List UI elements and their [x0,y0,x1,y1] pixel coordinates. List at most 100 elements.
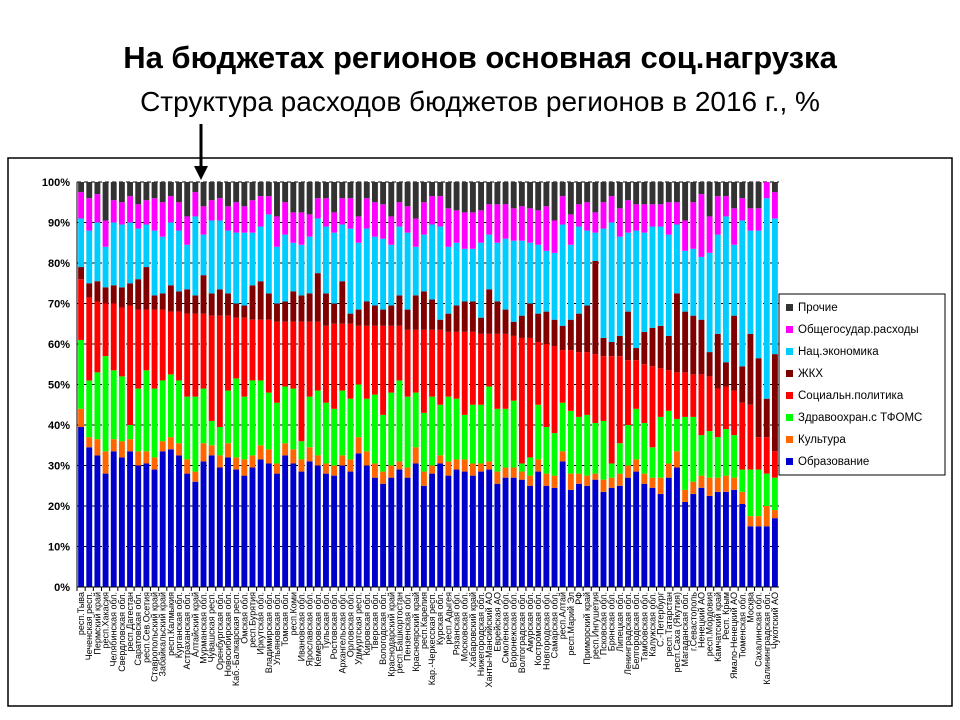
bar-segment-7 [559,182,566,197]
bar-segment-2 [143,370,150,452]
bar-segment-7 [159,182,166,203]
bar-segment-7 [698,182,705,195]
bar-stack [306,182,313,587]
bar-segment-1 [355,437,362,454]
bar-stack [314,182,321,587]
bar-segment-7 [331,182,338,213]
bar-segment-0 [469,475,476,587]
bar-segment-6 [584,202,591,231]
bar-segment-6 [265,196,272,215]
bar-segment-6 [649,204,656,227]
bar-segment-5 [225,230,231,294]
bar-segment-3 [420,329,427,413]
bar-segment-1 [723,475,729,492]
bar-segment-3 [584,352,591,415]
bar-segment-2 [151,388,158,458]
bar-segment-6 [453,210,460,243]
bar-segment-7 [380,182,387,205]
x-tick-label: Липецкая обл. [615,592,625,652]
legend-label: Здравоохран.с ТФОМС [798,412,922,424]
bar-segment-0 [723,491,729,587]
bar-segment-3 [567,350,574,411]
bar-segment-5 [159,236,166,294]
bar-segment-5 [167,222,174,286]
bar-segment-2 [682,416,689,490]
bar-stack [216,182,223,587]
bar-stack [486,182,493,587]
y-tick-label: 30% [48,461,70,473]
x-tick-label: Пермский край [92,592,102,655]
bar-segment-6 [445,208,452,247]
legend-label: Нац.экономика [798,346,879,358]
bar-segment-0 [159,451,166,587]
bar-stack [118,182,125,587]
bar-segment-0 [265,463,272,587]
bar-stack [420,182,427,587]
x-tick-label: Вологодская обл. [378,592,388,665]
x-tick-label: респ.Коми [288,592,298,635]
bar-segment-0 [110,451,117,587]
bar-segment-0 [249,467,256,587]
bar-segment-6 [747,208,754,231]
bar-segment-1 [502,467,509,478]
bar-segment-6 [290,212,297,243]
bar-segment-2 [706,431,713,478]
bar-segment-0 [167,449,174,587]
bar-segment-2 [347,398,354,460]
bar-segment-2 [469,404,476,464]
bar-segment-4 [592,260,599,355]
bar-segment-2 [510,400,517,468]
bar-segment-0 [118,457,125,587]
bar-stack [698,182,705,587]
bar-segment-1 [388,465,395,478]
bar-segment-0 [682,501,689,587]
bar-segment-4 [314,273,321,322]
bar-segment-4 [339,281,346,324]
bar-segment-0 [657,493,664,587]
bar-stack [176,182,182,587]
bar-segment-0 [388,477,395,587]
bar-segment-4 [690,315,697,375]
y-tick-label: 80% [48,258,70,270]
bar-segment-6 [478,210,484,243]
x-tick-label: Ярославская обл. [305,592,315,666]
bar-segment-0 [576,483,582,587]
legend-label: Общегосудар.расходы [798,324,919,336]
bar-segment-7 [510,182,517,209]
bar-segment-4 [486,289,493,334]
bar-segment-0 [763,526,770,587]
bar-segment-5 [420,234,427,292]
bar-segment-6 [502,204,509,239]
bar-segment-7 [755,182,762,209]
bar-segment-2 [771,477,778,511]
x-tick-label: Брянская обл. [607,592,617,651]
x-tick-label: Мурманская обл. [199,592,209,664]
bar-segment-6 [576,204,582,227]
bar-segment-0 [494,483,501,587]
bar-segment-7 [225,182,231,207]
bar-segment-7 [469,182,476,213]
bar-segment-0 [192,481,199,587]
bar-segment-5 [412,246,419,296]
x-tick-label: Московская обл. [460,592,470,661]
bar-segment-2 [625,425,631,466]
bar-segment-2 [249,380,256,456]
bar-segment-4 [453,305,460,332]
bar-segment-3 [159,309,166,381]
bar-segment-6 [510,208,517,241]
bar-segment-7 [453,182,460,211]
bar-segment-7 [110,182,117,201]
bar-segment-7 [404,182,411,207]
bar-stack [151,182,158,587]
bar-segment-2 [543,427,550,474]
bar-segment-4 [706,352,713,377]
bar-segment-6 [176,202,182,231]
bar-segment-7 [363,182,370,199]
bar-segment-6 [298,212,305,245]
bar-segment-6 [306,214,313,237]
bar-segment-4 [110,285,117,304]
bar-segment-3 [257,319,264,381]
bar-segment-3 [739,402,746,470]
bar-segment-7 [208,182,215,201]
x-tick-label: Еврейская АО [492,592,502,652]
